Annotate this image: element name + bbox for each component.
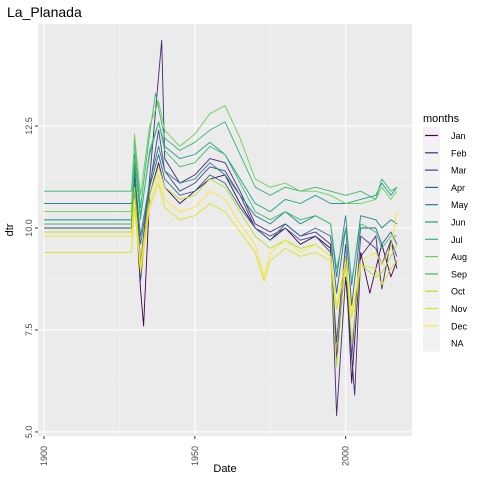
series-line-may	[44, 145, 398, 286]
x-tick-layer: 1900 1950 2000	[39, 436, 351, 466]
legend-label-nov: Nov	[451, 304, 468, 314]
legend-label-mar: Mar	[451, 166, 467, 176]
legend-title: months	[423, 113, 460, 125]
legend: months Jan Feb Mar Apr May Jun Jul Aug Sep Oct Nov…	[423, 113, 469, 352]
chart-title: La_Planada	[7, 4, 82, 20]
x-tick-label: 2000	[341, 446, 351, 466]
x-tick-label: 1900	[39, 446, 49, 466]
y-tick-label: 12.5	[24, 117, 34, 135]
series-line-feb	[44, 39, 398, 417]
legend-label-may: May	[451, 200, 469, 210]
legend-key-bg	[423, 334, 440, 352]
legend-label-jan: Jan	[451, 131, 466, 141]
series-line-apr	[44, 154, 398, 306]
x-tick-label: 1950	[190, 446, 200, 466]
series-line-oct	[44, 166, 398, 368]
series-line-jul	[44, 92, 398, 209]
legend-label-na: NA	[451, 339, 464, 349]
series-line-dec	[44, 174, 398, 315]
y-tick-label: 7.5	[24, 324, 34, 337]
series-line-sep	[44, 121, 397, 282]
series-line-nov	[44, 182, 398, 319]
plot-panel	[38, 24, 412, 436]
legend-label-aug: Aug	[451, 252, 467, 262]
y-tick-layer: 5.0 7.5 10.0 12.5	[24, 117, 38, 438]
series-layer	[44, 39, 398, 417]
legend-items: Jan Feb Mar Apr May Jun Jul Aug Sep Oct Nov Dec NA	[423, 127, 469, 352]
legend-label-apr: Apr	[451, 183, 465, 193]
y-axis-title: dtr	[4, 223, 16, 236]
legend-label-dec: Dec	[451, 321, 468, 331]
y-tick-label: 5.0	[24, 426, 34, 439]
x-axis-title: Date	[213, 463, 236, 475]
legend-label-jul: Jul	[451, 235, 463, 245]
legend-label-oct: Oct	[451, 287, 466, 297]
legend-label-feb: Feb	[451, 148, 467, 158]
y-tick-label: 10.0	[24, 219, 34, 237]
legend-label-jun: Jun	[451, 218, 466, 228]
legend-label-sep: Sep	[451, 269, 467, 279]
series-line-aug	[44, 101, 398, 213]
